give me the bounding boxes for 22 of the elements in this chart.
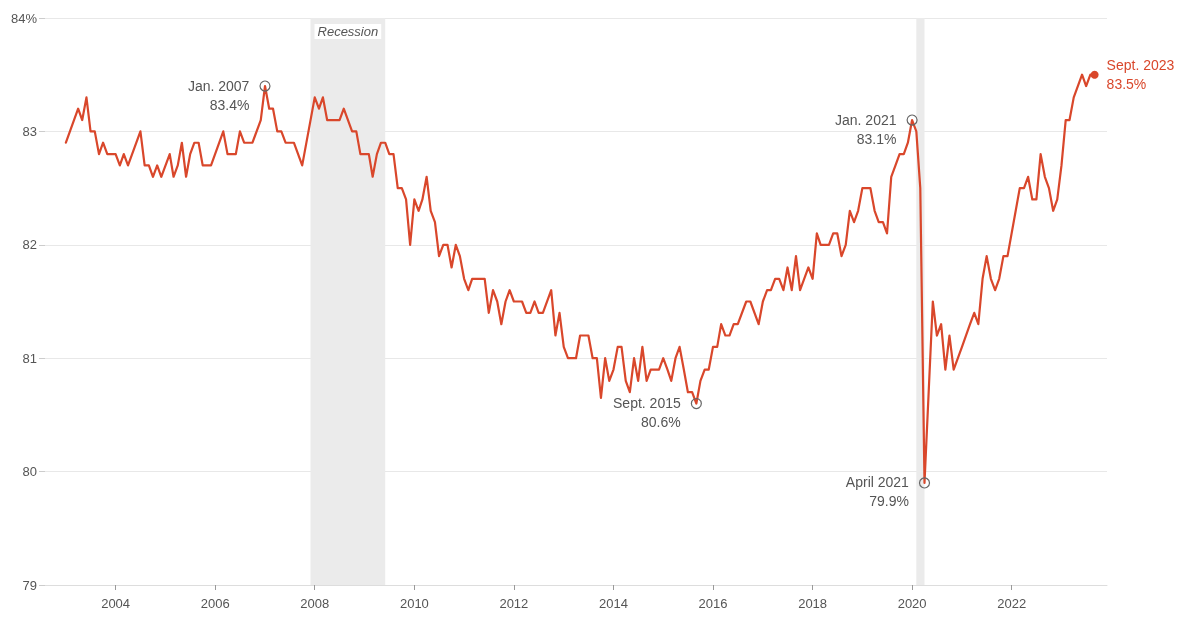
y-tick-label: 79 [22, 577, 38, 593]
y-tick-label: 84% [10, 10, 38, 26]
x-tick-label: 2008 [300, 596, 330, 611]
x-tick-label: 2016 [698, 596, 728, 611]
x-tick-label: 2006 [200, 596, 230, 611]
y-tick-label: 81 [22, 350, 38, 366]
x-tick-label: 2012 [499, 596, 529, 611]
x-tick-label: 2014 [599, 596, 628, 611]
band-label: Recession [317, 24, 379, 39]
y-tick-label: 82 [22, 237, 38, 253]
x-tick-label: 2004 [101, 596, 131, 611]
annotation: Jan. 2007 83.4% [187, 77, 250, 113]
y-tick-label: 80 [22, 464, 38, 480]
x-tick-label: 2018 [798, 596, 828, 611]
annotation: Sept. 2023 83.5% [1106, 57, 1175, 93]
annotation: April 2021 79.9% [845, 474, 910, 510]
x-tick-label: 2020 [897, 596, 927, 611]
x-tick-label: 2022 [997, 596, 1027, 611]
annotation: Sept. 2015 80.6% [613, 395, 681, 431]
x-tick-label: 2010 [399, 596, 429, 611]
annotation: Jan. 2021 83.1% [835, 111, 897, 147]
y-tick-label: 83 [22, 123, 38, 139]
